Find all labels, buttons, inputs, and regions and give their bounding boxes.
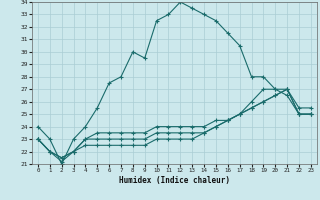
X-axis label: Humidex (Indice chaleur): Humidex (Indice chaleur) bbox=[119, 176, 230, 185]
